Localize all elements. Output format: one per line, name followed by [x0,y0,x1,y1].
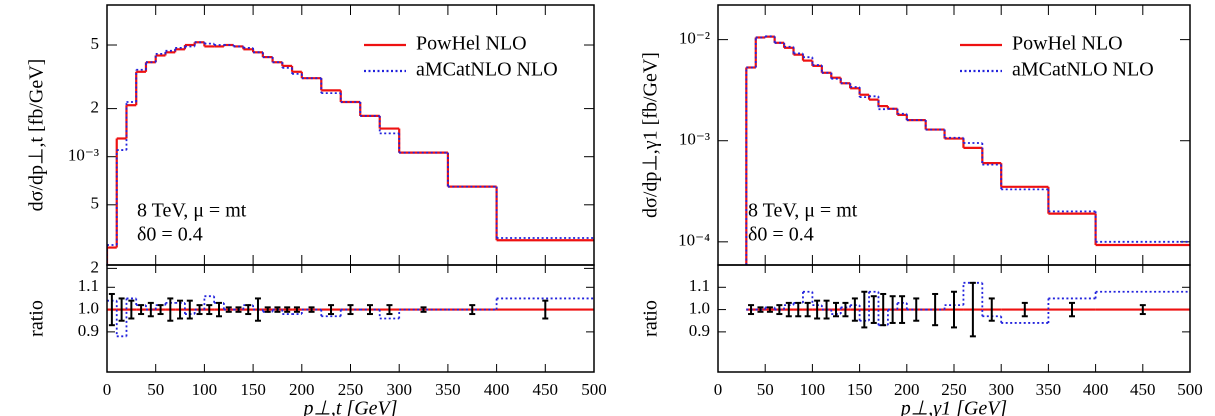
x-tick-label: 400 [1083,380,1109,399]
y-tick-label: 5 [91,194,100,213]
x-tick-label: 150 [847,380,873,399]
ratio-axis-label: ratio [640,300,662,337]
x-tick-label: 100 [800,380,826,399]
ratio-y-tick-label: 1.0 [78,298,99,317]
y-tick-label: 2 [91,98,100,117]
y-tick-label: 2 [91,257,100,276]
x-tick-label: 200 [289,380,315,399]
annotation: δ0 = 0.4 [748,224,814,246]
x-tick-label: 350 [1036,380,1062,399]
x-tick-label: 0 [714,380,723,399]
x-tick-label: 500 [581,380,607,399]
legend-label: aMCatNLO NLO [1012,59,1154,81]
x-tick-label: 300 [988,380,1014,399]
annotation: 8 TeV, μ = mt [137,200,247,222]
x-tick-label: 400 [484,380,510,399]
x-tick-label: 200 [894,380,920,399]
panel: 0 50 100 150 200 250 300 350 400 450 500 p⊥,t [GeV]… [26,4,607,416]
x-axis-label: p⊥,γ1 [GeV] [899,398,1007,416]
x-tick-label: 250 [338,380,364,399]
legend-label: aMCatNLO NLO [416,59,558,81]
frame [106,264,595,373]
frame [717,264,1191,373]
panel: 0 50 100 150 200 250 300 350 400 450 500 p⊥,γ1 [GeV… [640,4,1203,416]
x-tick-label: 150 [240,380,266,399]
series [745,35,1190,265]
ratio-axis-label: ratio [26,300,48,337]
y-tick-label: 10⁻³ [68,146,99,165]
y-axis-label: dσ/dp⊥,γ1 [fb/GeV] [640,52,662,218]
x-tick-label: 450 [533,380,559,399]
x-tick-label: 300 [386,380,412,399]
y-tick-label: 5 [91,34,100,53]
ratio-y-tick-label: 1.1 [78,276,99,295]
y-axis-label: dσ/dp⊥,t [fb/GeV] [26,59,48,212]
y-tick-label: 10⁻² [679,29,710,48]
ratio-y-tick-label: 0.9 [689,321,710,340]
x-tick-label: 450 [1130,380,1156,399]
ratio-y-tick-label: 1.0 [689,298,710,317]
x-tick-label: 0 [103,380,112,399]
series [107,41,594,265]
series [746,281,1190,327]
x-tick-label: 100 [192,380,218,399]
y-tick-label: 10⁻⁴ [678,231,710,250]
x-tick-label: 250 [941,380,967,399]
ratio-y-tick-label: 0.9 [78,321,99,340]
ratio-y-tick-label: 1.1 [689,276,710,295]
x-tick-label: 50 [757,380,774,399]
y-tick-label: 10⁻³ [679,130,710,149]
x-tick-label: 500 [1177,380,1203,399]
legend-label: PowHel NLO [416,33,527,55]
x-axis-label: p⊥,t [GeV] [301,398,397,416]
annotation: δ0 = 0.4 [137,224,203,246]
legend-label: PowHel NLO [1012,33,1123,55]
annotation: 8 TeV, μ = mt [748,200,858,222]
x-tick-label: 350 [435,380,461,399]
x-tick-label: 50 [147,380,164,399]
